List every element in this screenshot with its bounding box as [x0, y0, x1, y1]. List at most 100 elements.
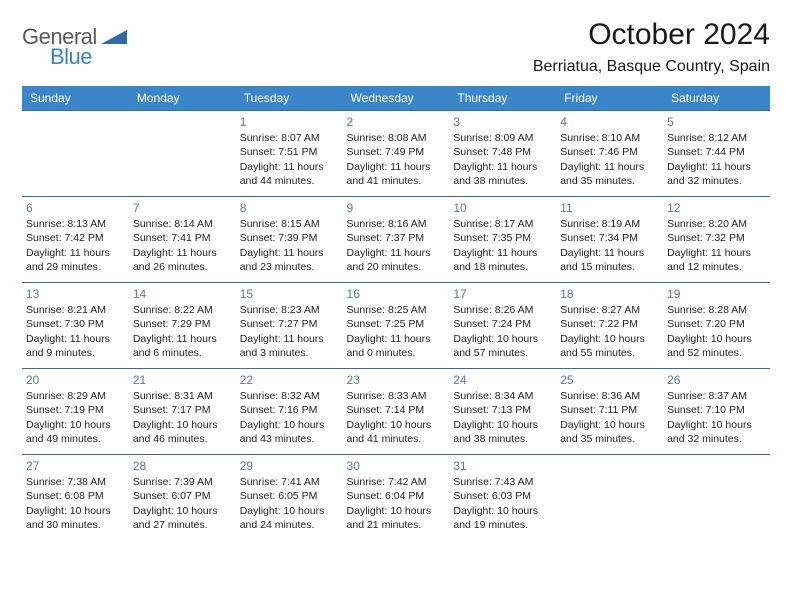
- sunrise-line: Sunrise: 8:36 AM: [560, 389, 659, 403]
- calendar-day-cell: 4Sunrise: 8:10 AMSunset: 7:46 PMDaylight…: [556, 111, 663, 197]
- daylight-line: Daylight: 11 hours and 26 minutes.: [133, 246, 232, 274]
- sunset-line: Sunset: 6:04 PM: [347, 489, 446, 503]
- calendar-day-cell: 3Sunrise: 8:09 AMSunset: 7:48 PMDaylight…: [449, 111, 556, 197]
- calendar-day-cell: 21Sunrise: 8:31 AMSunset: 7:17 PMDayligh…: [129, 369, 236, 455]
- day-header: Sunday: [22, 86, 129, 111]
- sunrise-line: Sunrise: 8:16 AM: [347, 217, 446, 231]
- day-number: 9: [347, 200, 446, 216]
- sunrise-line: Sunrise: 8:25 AM: [347, 303, 446, 317]
- calendar-day-cell: 26Sunrise: 8:37 AMSunset: 7:10 PMDayligh…: [663, 369, 770, 455]
- day-number: 19: [667, 286, 766, 302]
- calendar-day-cell: 31Sunrise: 7:43 AMSunset: 6:03 PMDayligh…: [449, 455, 556, 541]
- calendar-day-cell: 12Sunrise: 8:20 AMSunset: 7:32 PMDayligh…: [663, 197, 770, 283]
- sunset-line: Sunset: 7:17 PM: [133, 403, 232, 417]
- day-number: 4: [560, 114, 659, 130]
- sunset-line: Sunset: 7:51 PM: [240, 145, 339, 159]
- day-header: Wednesday: [343, 86, 450, 111]
- day-number: 22: [240, 372, 339, 388]
- month-title: October 2024: [533, 18, 770, 52]
- sunrise-line: Sunrise: 8:28 AM: [667, 303, 766, 317]
- day-number: 3: [453, 114, 552, 130]
- day-number: 16: [347, 286, 446, 302]
- calendar-day-cell: 6Sunrise: 8:13 AMSunset: 7:42 PMDaylight…: [22, 197, 129, 283]
- day-number: 26: [667, 372, 766, 388]
- sunrise-line: Sunrise: 8:17 AM: [453, 217, 552, 231]
- sunset-line: Sunset: 7:20 PM: [667, 317, 766, 331]
- sunrise-line: Sunrise: 8:27 AM: [560, 303, 659, 317]
- sunrise-line: Sunrise: 8:33 AM: [347, 389, 446, 403]
- daylight-line: Daylight: 10 hours and 35 minutes.: [560, 418, 659, 446]
- sunset-line: Sunset: 7:46 PM: [560, 145, 659, 159]
- page-header: General Blue October 2024 Berriatua, Bas…: [22, 18, 770, 76]
- calendar-day-cell: 24Sunrise: 8:34 AMSunset: 7:13 PMDayligh…: [449, 369, 556, 455]
- calendar-day-cell: 13Sunrise: 8:21 AMSunset: 7:30 PMDayligh…: [22, 283, 129, 369]
- sunrise-line: Sunrise: 8:26 AM: [453, 303, 552, 317]
- calendar-day-cell: 11Sunrise: 8:19 AMSunset: 7:34 PMDayligh…: [556, 197, 663, 283]
- daylight-line: Daylight: 10 hours and 32 minutes.: [667, 418, 766, 446]
- calendar-header-row: SundayMondayTuesdayWednesdayThursdayFrid…: [22, 86, 770, 111]
- sunset-line: Sunset: 7:44 PM: [667, 145, 766, 159]
- day-number: 15: [240, 286, 339, 302]
- daylight-line: Daylight: 10 hours and 19 minutes.: [453, 504, 552, 532]
- day-number: 13: [26, 286, 125, 302]
- day-number: 25: [560, 372, 659, 388]
- calendar-day-cell: 30Sunrise: 7:42 AMSunset: 6:04 PMDayligh…: [343, 455, 450, 541]
- calendar-day-cell: 10Sunrise: 8:17 AMSunset: 7:35 PMDayligh…: [449, 197, 556, 283]
- calendar-day-cell: 2Sunrise: 8:08 AMSunset: 7:49 PMDaylight…: [343, 111, 450, 197]
- day-number: 6: [26, 200, 125, 216]
- day-number: 2: [347, 114, 446, 130]
- daylight-line: Daylight: 11 hours and 44 minutes.: [240, 160, 339, 188]
- daylight-line: Daylight: 11 hours and 18 minutes.: [453, 246, 552, 274]
- sunset-line: Sunset: 7:30 PM: [26, 317, 125, 331]
- day-number: 30: [347, 458, 446, 474]
- sunrise-line: Sunrise: 7:38 AM: [26, 475, 125, 489]
- daylight-line: Daylight: 10 hours and 27 minutes.: [133, 504, 232, 532]
- daylight-line: Daylight: 11 hours and 3 minutes.: [240, 332, 339, 360]
- calendar-day-cell: 7Sunrise: 8:14 AMSunset: 7:41 PMDaylight…: [129, 197, 236, 283]
- sunrise-line: Sunrise: 8:07 AM: [240, 131, 339, 145]
- daylight-line: Daylight: 10 hours and 24 minutes.: [240, 504, 339, 532]
- sunrise-line: Sunrise: 8:20 AM: [667, 217, 766, 231]
- logo-triangle-icon: [101, 28, 127, 49]
- daylight-line: Daylight: 10 hours and 55 minutes.: [560, 332, 659, 360]
- calendar-week-row: 6Sunrise: 8:13 AMSunset: 7:42 PMDaylight…: [22, 197, 770, 283]
- sunrise-line: Sunrise: 8:08 AM: [347, 131, 446, 145]
- location-text: Berriatua, Basque Country, Spain: [533, 58, 770, 76]
- sunrise-line: Sunrise: 8:13 AM: [26, 217, 125, 231]
- sunset-line: Sunset: 7:34 PM: [560, 231, 659, 245]
- sunset-line: Sunset: 7:19 PM: [26, 403, 125, 417]
- sunset-line: Sunset: 7:10 PM: [667, 403, 766, 417]
- sunset-line: Sunset: 7:49 PM: [347, 145, 446, 159]
- sunrise-line: Sunrise: 8:34 AM: [453, 389, 552, 403]
- day-header: Friday: [556, 86, 663, 111]
- day-number: 10: [453, 200, 552, 216]
- day-header: Monday: [129, 86, 236, 111]
- day-number: 5: [667, 114, 766, 130]
- day-number: 23: [347, 372, 446, 388]
- sunrise-line: Sunrise: 8:10 AM: [560, 131, 659, 145]
- day-header: Tuesday: [236, 86, 343, 111]
- daylight-line: Daylight: 10 hours and 49 minutes.: [26, 418, 125, 446]
- logo-text-blue: Blue: [50, 44, 92, 69]
- sunset-line: Sunset: 7:35 PM: [453, 231, 552, 245]
- sunrise-line: Sunrise: 7:41 AM: [240, 475, 339, 489]
- day-header: Saturday: [663, 86, 770, 111]
- sunset-line: Sunset: 7:39 PM: [240, 231, 339, 245]
- sunset-line: Sunset: 7:24 PM: [453, 317, 552, 331]
- sunset-line: Sunset: 7:27 PM: [240, 317, 339, 331]
- day-number: 14: [133, 286, 232, 302]
- day-number: 21: [133, 372, 232, 388]
- sunrise-line: Sunrise: 8:15 AM: [240, 217, 339, 231]
- sunrise-line: Sunrise: 8:23 AM: [240, 303, 339, 317]
- sunset-line: Sunset: 7:22 PM: [560, 317, 659, 331]
- calendar-day-cell: 29Sunrise: 7:41 AMSunset: 6:05 PMDayligh…: [236, 455, 343, 541]
- sunrise-line: Sunrise: 8:32 AM: [240, 389, 339, 403]
- day-number: 12: [667, 200, 766, 216]
- daylight-line: Daylight: 10 hours and 38 minutes.: [453, 418, 552, 446]
- daylight-line: Daylight: 10 hours and 57 minutes.: [453, 332, 552, 360]
- day-number: 17: [453, 286, 552, 302]
- sunrise-line: Sunrise: 8:31 AM: [133, 389, 232, 403]
- daylight-line: Daylight: 11 hours and 32 minutes.: [667, 160, 766, 188]
- sunset-line: Sunset: 6:07 PM: [133, 489, 232, 503]
- calendar-week-row: 20Sunrise: 8:29 AMSunset: 7:19 PMDayligh…: [22, 369, 770, 455]
